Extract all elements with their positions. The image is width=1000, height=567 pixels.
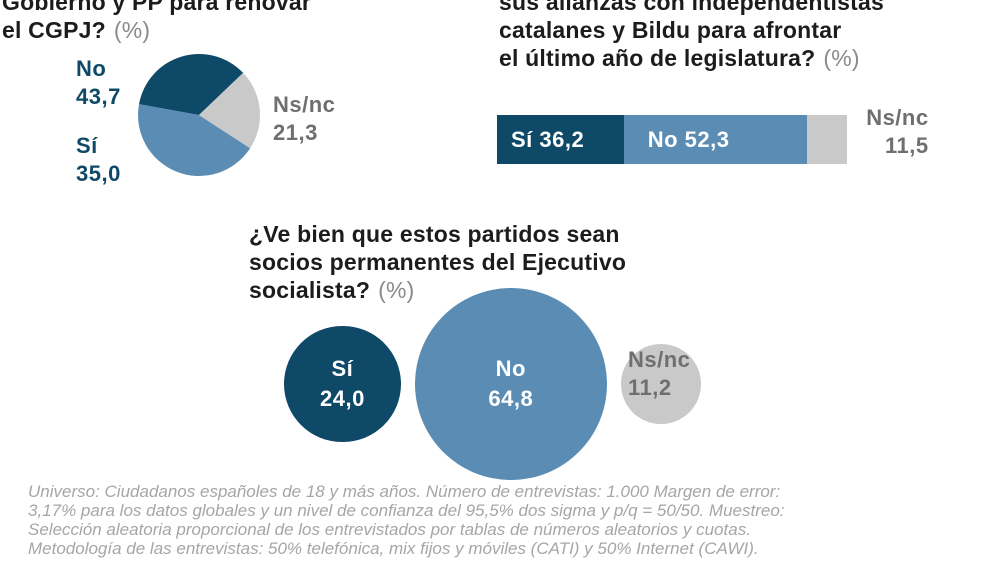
q3-nsnc-value: 11,2 bbox=[628, 375, 672, 400]
q3-title: ¿Ve bien que estos partidos sean socios … bbox=[249, 220, 626, 304]
q3-no-label: No bbox=[495, 356, 526, 381]
q1-pie-chart bbox=[138, 53, 261, 176]
q3-circle-no: No 64,8 bbox=[414, 288, 607, 480]
q1-si-label: Sí 35,0 bbox=[76, 132, 121, 188]
pie-slices bbox=[138, 53, 261, 176]
q1-title-text: el CGPJ? bbox=[2, 17, 106, 43]
q1-title-line-1: Gobierno y PP para renovar bbox=[2, 0, 311, 15]
q3-title-text: socialista? bbox=[249, 277, 371, 303]
pie-slice-no bbox=[138, 104, 251, 176]
q2-si-text: Sí 36,2 bbox=[511, 127, 585, 152]
q2-title-text: el último año de legislatura? bbox=[499, 45, 816, 71]
q1-nsnc-label-text: Ns/nc bbox=[273, 92, 336, 117]
q3-circle-nsnc bbox=[620, 344, 701, 424]
q3-nsnc-label: Ns/nc 11,2 bbox=[628, 346, 690, 402]
q1-si-value: 35,0 bbox=[76, 161, 121, 186]
q2-unit: (%) bbox=[823, 45, 860, 71]
q3-si-value: 24,0 bbox=[319, 385, 365, 411]
q2-bar-segment-si bbox=[497, 115, 624, 164]
q3-circle-si: Sí 24,0 bbox=[284, 325, 401, 443]
pie-slice-nsnc bbox=[199, 72, 261, 149]
q3-title-line-2: socios permanentes del Ejecutivo bbox=[249, 249, 627, 275]
q2-nsnc-label-text: Ns/nc bbox=[866, 105, 929, 130]
q2-nsnc-value: 11,5 bbox=[885, 133, 929, 158]
q1-title: Gobierno y PP para renovar el CGPJ? (%) bbox=[2, 0, 311, 44]
note-line-1: Universo: Ciudadanos españoles de 18 y m… bbox=[28, 482, 781, 501]
q3-no-value: 64,8 bbox=[488, 386, 534, 411]
q3-title-line-3: socialista? (%) bbox=[249, 276, 626, 304]
q1-nsnc-label: Ns/nc 21,3 bbox=[273, 91, 335, 147]
q2-stacked-bar: Sí 36,2 No 52,3 bbox=[497, 115, 848, 164]
q2-title: sus alianzas con independentistas catala… bbox=[499, 0, 884, 72]
q2-title-line-1: sus alianzas con independentistas bbox=[499, 0, 884, 15]
note-line-3: Selección aleatoria proporcional de los … bbox=[28, 520, 751, 539]
q2-nsnc-label: Ns/nc 11,5 bbox=[861, 104, 929, 160]
q3-nsnc-label-text: Ns/nc bbox=[628, 347, 691, 372]
q2-title-line-3: el último año de legislatura? (%) bbox=[499, 44, 884, 72]
q1-unit: (%) bbox=[113, 17, 151, 43]
q1-no-label: No 43,7 bbox=[76, 55, 121, 111]
q1-nsnc-value: 21,3 bbox=[273, 120, 318, 145]
q2-bar-segment-no bbox=[623, 115, 807, 164]
q2-bar-segment-nsnc bbox=[806, 115, 848, 164]
note-line-4: Metodología de las entrevistas: 50% tele… bbox=[28, 539, 759, 558]
pie-slice-si bbox=[138, 53, 244, 115]
q3-si-label: Sí bbox=[331, 355, 354, 381]
q1-title-line-2: el CGPJ? (%) bbox=[2, 16, 311, 44]
q2-title-line-2: catalanes y Bildu para afrontar bbox=[499, 17, 842, 43]
q1-no-label-text: No bbox=[76, 56, 107, 81]
q3-title-line-1: ¿Ve bien que estos partidos sean bbox=[249, 221, 620, 247]
q1-si-label-text: Sí bbox=[76, 133, 98, 158]
q2-no-text: No 52,3 bbox=[647, 127, 730, 152]
q3-unit: (%) bbox=[378, 277, 415, 303]
q1-no-value: 43,7 bbox=[76, 84, 121, 109]
methodology-note: Universo: Ciudadanos españoles de 18 y m… bbox=[28, 482, 972, 558]
note-line-2: 3,17% para los datos globales y un nivel… bbox=[28, 501, 785, 520]
